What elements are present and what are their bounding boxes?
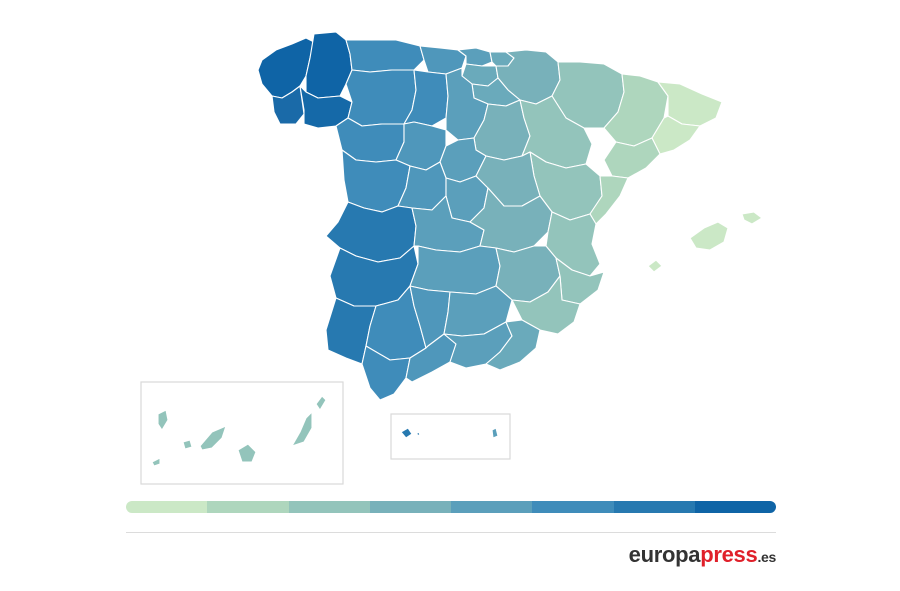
legend-swatch-4 [369,501,451,513]
province-leon[interactable] [345,69,417,127]
logo-part-es: .es [757,549,776,565]
island-la-palma[interactable] [157,409,169,431]
island-gran-canaria[interactable] [237,443,257,463]
logo-part-europa: europa [628,542,701,567]
province-bizkaia[interactable] [457,47,493,67]
province-barcelona[interactable] [651,115,701,155]
island-fuerteventura[interactable] [291,411,313,447]
city-melilla[interactable] [491,427,499,439]
legend-swatch-3 [288,501,370,513]
province-a-coruna[interactable] [257,37,315,99]
legend-swatch-6 [532,501,614,513]
canary-islands-inset-frame [140,381,344,485]
island-la-gomera[interactable] [182,439,193,450]
legend-swatch-5 [451,501,533,513]
island-ibiza[interactable] [647,259,663,273]
island-el-hierro[interactable] [151,457,161,467]
legend-swatch-7 [613,501,695,513]
color-scale-legend [126,501,776,513]
legend-swatch-8 [694,501,776,513]
province-castellon[interactable] [589,175,629,225]
divider-line [126,532,776,533]
province-almeria[interactable] [485,319,541,371]
city-ceuta[interactable] [400,427,413,439]
province-girona[interactable] [657,81,723,127]
ceuta-melilla-inset-frame [390,413,511,460]
island-menorca[interactable] [741,211,763,225]
province-tarragona[interactable] [603,137,661,179]
province-cuenca[interactable] [469,187,553,253]
province-ciudad-real[interactable] [409,245,501,295]
province-murcia[interactable] [511,275,581,335]
logo-part-press: press [700,542,758,567]
europapress-logo: europapress.es [628,540,777,572]
province-asturias[interactable] [345,39,425,73]
city-ceuta-islet[interactable] [415,431,421,437]
island-mallorca[interactable] [689,221,729,251]
island-tenerife[interactable] [199,425,227,451]
province-lugo[interactable] [305,31,353,99]
island-lanzarote[interactable] [315,395,327,411]
legend-swatch-1 [126,501,208,513]
legend-swatch-2 [207,501,289,513]
